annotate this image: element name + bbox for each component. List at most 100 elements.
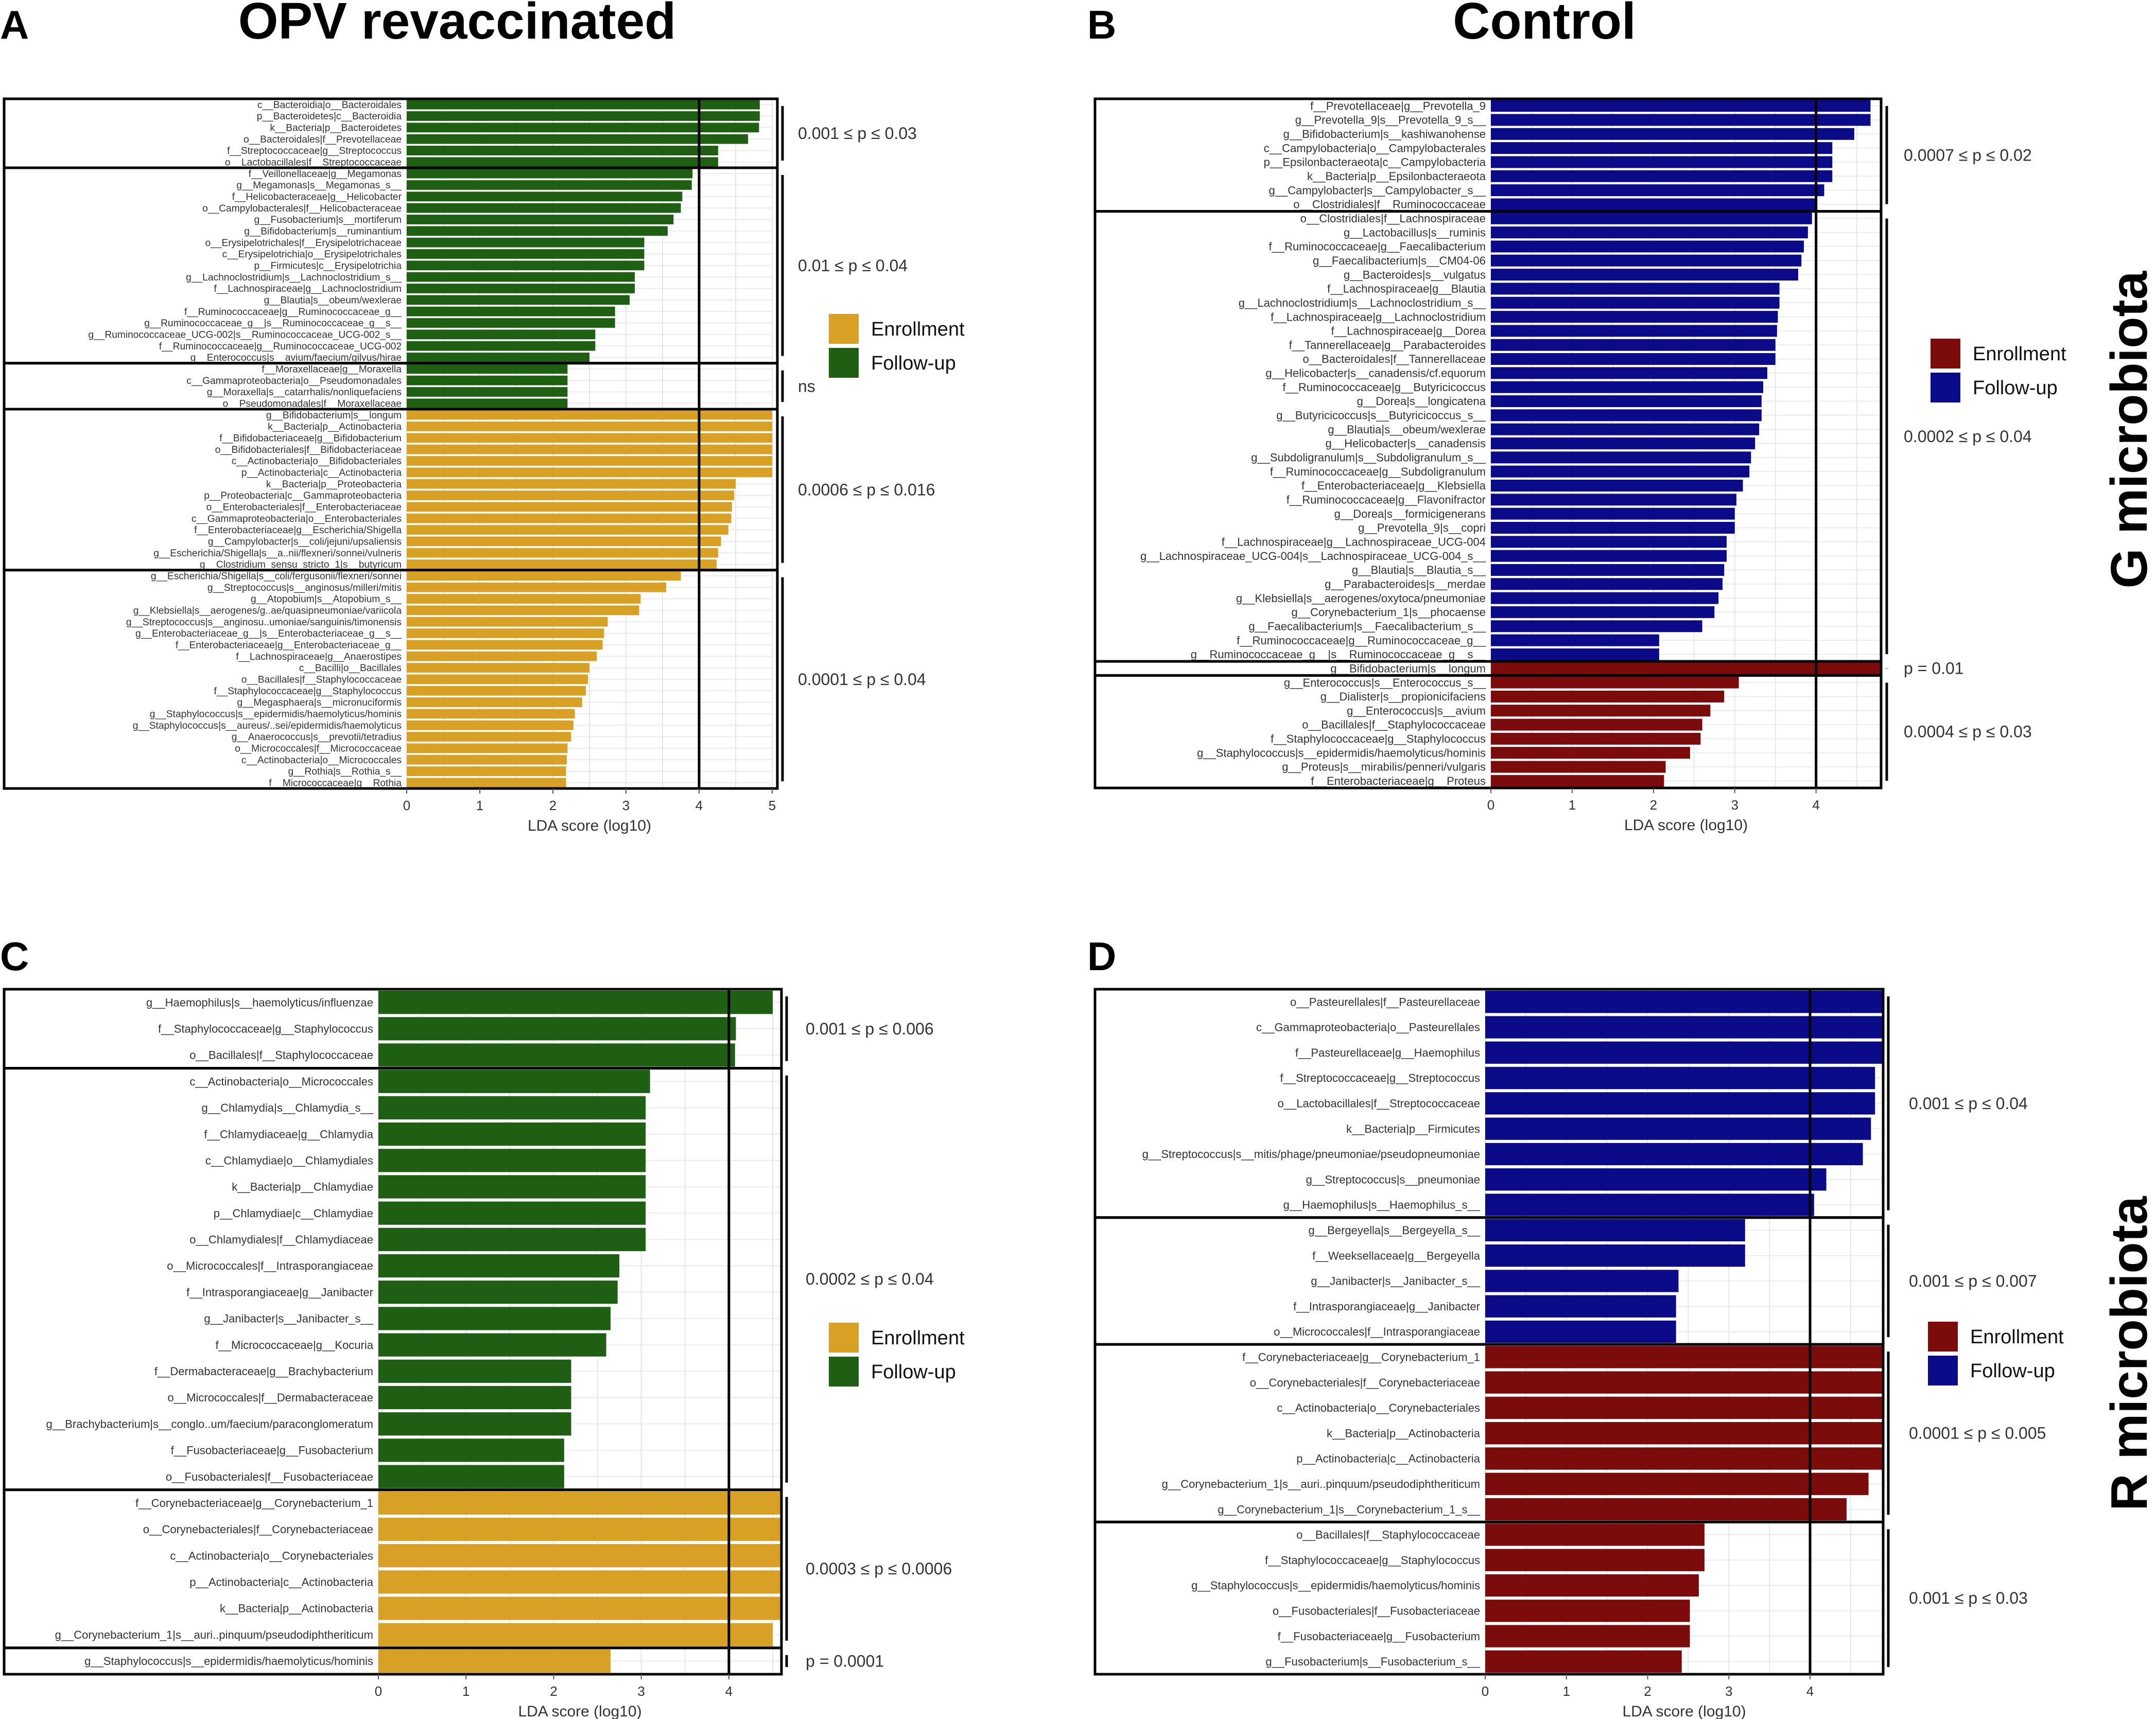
lda-bar [1491, 705, 1711, 717]
figure-labels: A B C D OPV revaccinated Control G micro… [0, 0, 2156, 1511]
taxon-label: o__Pseudomonadales|f__Moraxellaceae [223, 399, 402, 410]
x-tick-label: 1 [1569, 797, 1576, 813]
x-axis-title: LDA score (log10) [518, 1703, 641, 1719]
lda-bar [407, 157, 718, 167]
lda-bar [1485, 1447, 1883, 1470]
taxon-label: f__Ruminococcaceae|g__Faecalibacterium [1268, 240, 1486, 253]
lda-bar [1491, 311, 1778, 323]
taxon-label: c__Gammaproteobacteria|o__Pasteurellales [1256, 1021, 1480, 1034]
lda-group-d-4: o__Bacillales|f__Staphylococcaceae f__Sta… [1093, 1520, 2028, 1676]
lda-bar [407, 686, 586, 696]
taxon-label: c__Bacilli|o__Bacillales [299, 663, 402, 674]
taxon-label: g__Blautia|s__obeum/wexlerae [1328, 423, 1486, 436]
lda-bar [407, 594, 641, 604]
lda-bar [1491, 521, 1735, 534]
taxon-label: o__Bifidobacteriales|f__Bifidobacteriace… [215, 445, 402, 455]
p-value-annotation: p = 0.0001 [806, 1652, 884, 1670]
legend-label: Follow-up [1970, 1360, 2055, 1382]
lda-bar [1491, 339, 1776, 351]
lda-group-a-1: c__Bacteroidia|o__Bacteroidalesp__Bacter… [3, 97, 917, 169]
taxon-label: o__Clostridiales|f__Lachnospiraceae [1300, 212, 1486, 225]
taxon-label: f__Enterobacteriaceae|g__Escherichia/Shi… [194, 525, 402, 536]
taxon-label: f__Fusobacteriaceae|g__Fusobacterium [1278, 1630, 1480, 1643]
taxon-label: f__Chlamydiaceae|g__Chlamydia [204, 1128, 373, 1141]
taxon-label: g__Megamonas|s__Megamonas_s__ [236, 180, 402, 191]
taxon-label: o__Bacillales|f__Staphylococcaceae [189, 1049, 373, 1062]
lda-bar [1491, 128, 1854, 140]
chart-panel-d: o__Pasteurellales|f__Pasteurellaceae c__G… [1093, 988, 2064, 1719]
lda-bar [1491, 634, 1659, 646]
taxon-label: g__Ruminococcaceae_g__|s__Ruminococcacea… [1191, 648, 1486, 661]
lda-bar [407, 617, 608, 627]
lda-bar [1491, 198, 1816, 211]
lda-bar [407, 364, 568, 374]
lda-bar [407, 111, 760, 121]
taxon-label: o__Lactobacillales|f__Streptococcaceae [1278, 1097, 1480, 1110]
taxon-label: f__Staphylococcaceae|g__Staphylococcus [1265, 1554, 1480, 1567]
taxon-label: k__Bacteria|p__Firmicutes [1346, 1122, 1480, 1135]
lda-bar [1491, 353, 1776, 365]
legend-swatch [829, 348, 859, 378]
taxon-label: f__Ruminococcaceae|g__Butyricicoccus [1282, 381, 1486, 394]
lda-bar [407, 536, 721, 547]
lda-bar [407, 226, 668, 236]
lda-bar [1491, 578, 1723, 590]
lda-bar [1491, 254, 1802, 267]
taxon-label: o__Clostridiales|f__Ruminococcaceae [1293, 198, 1486, 211]
legend-label: Follow-up [1973, 377, 2058, 399]
taxon-label: g__Lachnoclostridium|s__Lachnoclostridiu… [1239, 296, 1486, 309]
lda-bar [407, 755, 567, 765]
lda-bar [1485, 1117, 1871, 1140]
taxon-label: g__Staphylococcus|s__aureus/..sei/epider… [133, 721, 402, 731]
lda-bar [1491, 142, 1833, 154]
lda-bar [407, 134, 749, 144]
taxon-label: f__Enterobacteriaceae|g__Klebsiella [1301, 479, 1486, 492]
lda-bar [1491, 381, 1764, 393]
taxon-label: g__Clostridium_sensu_stricto_1|s__butyri… [200, 559, 402, 570]
legend-swatch [1928, 1322, 1958, 1352]
p-value-annotation: 0.0007 ≤ p ≤ 0.02 [1904, 146, 2032, 164]
p-value-annotation: 0.001 ≤ p ≤ 0.03 [798, 124, 917, 143]
taxon-label: f__Staphylococcaceae|g__Staphylococcus [1271, 732, 1486, 745]
lda-bar [407, 571, 681, 581]
taxon-label: g__Enterobacteriaceae_g__|s__Enterobacte… [135, 628, 402, 639]
lda-bar [378, 1491, 781, 1515]
lda-bar [1491, 648, 1659, 660]
lda-bar [407, 490, 735, 500]
lda-bar [1491, 676, 1739, 689]
p-value-annotation: 0.001 ≤ p ≤ 0.03 [1909, 1589, 2028, 1607]
taxon-label: c__Chlamydiae|o__Chlamydiales [205, 1154, 373, 1167]
taxon-label: g__Blautia|s__obeum/wexlerae [264, 295, 402, 306]
lda-bar [407, 766, 566, 776]
taxon-label: g__Proteus|s__mirabilis/penneri/vulgaris [1282, 761, 1486, 774]
x-tick-label: 0 [1487, 797, 1494, 813]
taxon-label: f__Dermabacteraceae|g__Brachybacterium [154, 1365, 373, 1378]
row-label-g-microbiota: G microbiota [2100, 270, 2156, 588]
lda-bar [378, 1597, 781, 1620]
column-title-control: Control [1453, 0, 1636, 50]
lda-bar [1491, 283, 1780, 295]
taxon-label: g__Dorea|s__formicigenerans [1334, 507, 1486, 520]
taxon-label: f__Streptococcaceae|g__Streptococcus [1280, 1072, 1480, 1084]
x-tick-label: 0 [1482, 1683, 1489, 1699]
x-tick-label: 2 [549, 798, 557, 813]
taxon-label: f__Micrococcaceae|g__Kocuria [215, 1339, 373, 1352]
lda-bar [1491, 761, 1666, 773]
lda-bar [378, 1149, 646, 1172]
x-tick-label: 1 [476, 798, 483, 813]
taxon-label: g__Bacteroides|s__vulgatus [1344, 268, 1486, 281]
legend-label: Enrollment [1973, 343, 2066, 365]
taxon-label: f__Weeksellaceae|g__Bergeyella [1312, 1249, 1481, 1262]
chart-layer: c__Bacteroidia|o__Bacteroidalesp__Bacter… [3, 97, 2066, 1719]
taxon-label: c__Actinobacteria|o__Corynebacteriales [170, 1549, 373, 1562]
x-tick-label: 2 [1644, 1683, 1651, 1699]
legend-swatch [829, 314, 859, 344]
taxon-label: o__Chlamydiales|f__Chlamydiaceae [189, 1233, 373, 1246]
taxon-label: g__Janibacter|s__Janibacter_s__ [204, 1312, 373, 1325]
lda-bar [1485, 1346, 1883, 1369]
taxon-label: g__Klebsiella|s__aerogenes/oxytoca/pneum… [1236, 592, 1486, 605]
taxon-label: p__Actinobacteria|c__Actinobacteria [189, 1576, 373, 1589]
taxon-label: f__Ruminococcaceae|g__Ruminococcaceae_g_… [1237, 634, 1486, 647]
taxon-label: o__Fusobacteriales|f__Fusobacteriaceae [166, 1470, 373, 1483]
taxon-label: g__Lachnoclostridium|s__Lachnoclostridiu… [186, 272, 402, 283]
